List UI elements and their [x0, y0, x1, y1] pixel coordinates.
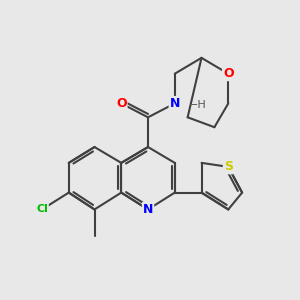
Text: O: O [116, 97, 127, 110]
Text: N: N [169, 97, 180, 110]
Text: −H: −H [189, 100, 206, 110]
Text: O: O [223, 67, 234, 80]
Text: Cl: Cl [36, 204, 48, 214]
Text: N: N [143, 203, 153, 216]
Text: S: S [224, 160, 233, 173]
